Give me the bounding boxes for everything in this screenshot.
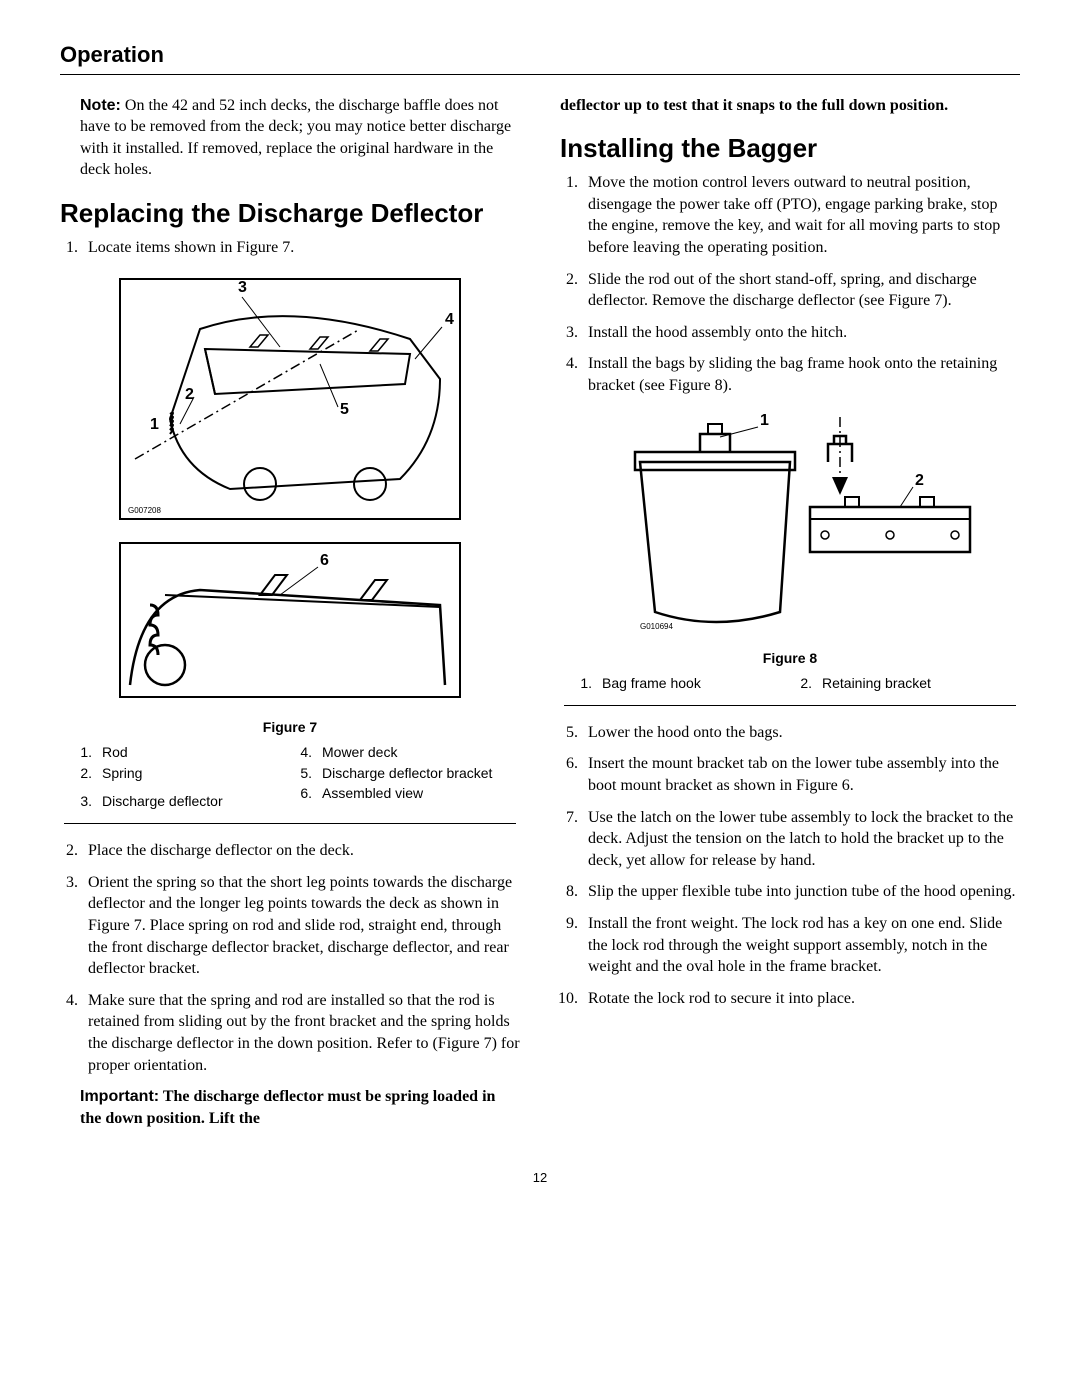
legend-num: 3. [70, 792, 92, 811]
legend-num: 2. [790, 674, 812, 693]
fig8-ref: G010694 [640, 622, 673, 631]
bagger-step-10: Rotate the lock rod to secure it into pl… [582, 988, 1020, 1010]
important-label: Important: [80, 1088, 159, 1105]
step-3: Orient the spring so that the short leg … [82, 872, 520, 980]
legend-num: 1. [70, 743, 92, 762]
note-label: Note: [80, 97, 121, 114]
bagger-step-3: Install the hood assembly onto the hitch… [582, 322, 1020, 344]
bagger-step-1: Move the motion control levers outward t… [582, 172, 1020, 258]
heading-replacing-deflector: Replacing the Discharge Deflector [60, 199, 520, 229]
figure-8-rule [564, 705, 1016, 706]
figure-8-svg: 1 2 G010694 [600, 407, 980, 637]
legend-num: 1. [570, 674, 592, 693]
heading-installing-bagger: Installing the Bagger [560, 134, 1020, 164]
figure-7-legend: 1. Rod 2. Spring 3. Discharge deflector 4. M… [70, 743, 510, 814]
important-block: Important: The discharge deflector must … [80, 1086, 520, 1129]
figure-8-caption: Figure 8 [560, 649, 1020, 668]
step-2: Place the discharge deflector on the dec… [82, 840, 520, 862]
fig7-label-3: 3 [238, 279, 247, 296]
legend-text: Rod [102, 743, 128, 762]
legend-num: 6. [290, 784, 312, 803]
fig8-label-1: 1 [760, 412, 769, 429]
note-text: On the 42 and 52 inch decks, the dischar… [80, 97, 511, 179]
bagger-step-9: Install the front weight. The lock rod h… [582, 913, 1020, 978]
page-number: 12 [60, 1169, 1020, 1187]
legend-text: Assembled view [322, 784, 423, 803]
fig7-label-4: 4 [445, 311, 454, 328]
fig8-label-2: 2 [915, 472, 924, 489]
bagger-step-8: Slip the upper flexible tube into juncti… [582, 881, 1020, 903]
step-1: Locate items shown in Figure 7. [82, 237, 520, 259]
legend-num: 2. [70, 764, 92, 783]
bagger-step-7: Use the latch on the lower tube assembly… [582, 807, 1020, 872]
bagger-steps-a: Move the motion control levers outward t… [560, 172, 1020, 396]
legend-num: 5. [290, 764, 312, 783]
fig7-ref: G007208 [128, 506, 161, 515]
bagger-step-5: Lower the hood onto the bags. [582, 722, 1020, 744]
page-header: Operation [60, 40, 1020, 75]
fig7-label-5: 5 [340, 401, 349, 418]
deflector-steps-part2: Place the discharge deflector on the dec… [60, 840, 520, 1076]
bagger-step-4: Install the bags by sliding the bag fram… [582, 353, 1020, 396]
important-continued: deflector up to test that it snaps to th… [560, 95, 1020, 117]
content-columns: Note: On the 42 and 52 inch decks, the d… [60, 95, 1020, 1140]
note-block: Note: On the 42 and 52 inch decks, the d… [80, 95, 520, 181]
legend-text: Discharge deflector bracket [322, 764, 492, 783]
bagger-step-2: Slide the rod out of the short stand-off… [582, 269, 1020, 312]
figure-8: 1 2 G010694 Figure 8 [560, 407, 1020, 668]
figure-8-legend: 1. Bag frame hook 2. Retaining bracket [570, 674, 1010, 695]
bagger-step-6: Insert the mount bracket tab on the lowe… [582, 753, 1020, 796]
figure-7: 3 4 2 1 5 G007208 6 Figure 7 [60, 269, 520, 737]
step-4: Make sure that the spring and rod are in… [82, 990, 520, 1076]
deflector-steps-part1: Locate items shown in Figure 7. [60, 237, 520, 259]
legend-text: Bag frame hook [602, 674, 701, 693]
legend-text: Mower deck [322, 743, 397, 762]
figure-7-caption: Figure 7 [60, 718, 520, 737]
legend-text: Spring [102, 764, 142, 783]
figure-7-rule [64, 823, 516, 824]
figure-7-top-svg: 3 4 2 1 5 G007208 [110, 269, 470, 529]
fig7-label-1: 1 [150, 416, 159, 433]
fig7-label-6: 6 [320, 552, 329, 569]
legend-text: Discharge deflector [102, 792, 223, 811]
legend-text: Retaining bracket [822, 674, 931, 693]
figure-7-bottom-svg: 6 [110, 535, 470, 705]
legend-num: 4. [290, 743, 312, 762]
bagger-steps-b: Lower the hood onto the bags. Insert the… [560, 722, 1020, 1010]
